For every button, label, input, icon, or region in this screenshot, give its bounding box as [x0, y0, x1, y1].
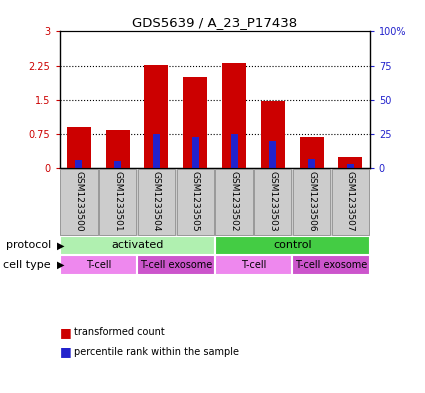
Text: GSM1233501: GSM1233501 — [113, 171, 122, 231]
Text: T-cell exosome: T-cell exosome — [140, 260, 212, 270]
Bar — [144, 65, 168, 169]
Bar — [153, 134, 160, 169]
Bar — [114, 161, 121, 169]
Bar — [300, 138, 323, 169]
FancyBboxPatch shape — [292, 255, 370, 275]
Text: transformed count: transformed count — [74, 327, 165, 337]
FancyBboxPatch shape — [293, 169, 330, 235]
Text: GSM1233502: GSM1233502 — [230, 171, 238, 231]
Text: T-cell: T-cell — [85, 260, 111, 270]
FancyBboxPatch shape — [138, 169, 175, 235]
Text: cell type: cell type — [3, 260, 51, 270]
Bar — [67, 127, 91, 169]
Text: ■: ■ — [60, 325, 71, 339]
Bar — [308, 159, 315, 169]
FancyBboxPatch shape — [215, 169, 252, 235]
FancyBboxPatch shape — [60, 169, 97, 235]
FancyBboxPatch shape — [215, 235, 370, 255]
Bar — [222, 62, 246, 169]
Text: GSM1233507: GSM1233507 — [346, 171, 355, 231]
FancyBboxPatch shape — [332, 169, 369, 235]
Text: activated: activated — [111, 241, 163, 250]
Bar — [75, 160, 82, 169]
FancyBboxPatch shape — [60, 235, 215, 255]
FancyBboxPatch shape — [254, 169, 292, 235]
Text: GSM1233506: GSM1233506 — [307, 171, 316, 231]
Text: GSM1233500: GSM1233500 — [74, 171, 83, 231]
Bar — [230, 134, 238, 169]
Text: GSM1233503: GSM1233503 — [268, 171, 277, 231]
Text: percentile rank within the sample: percentile rank within the sample — [74, 347, 239, 357]
Bar — [269, 141, 276, 169]
Bar — [192, 136, 199, 169]
Text: T-cell: T-cell — [241, 260, 266, 270]
FancyBboxPatch shape — [60, 255, 137, 275]
Text: GSM1233505: GSM1233505 — [191, 171, 200, 231]
Text: ▶: ▶ — [57, 241, 65, 250]
Bar — [338, 157, 363, 169]
Text: control: control — [273, 241, 312, 250]
Bar — [106, 130, 130, 169]
FancyBboxPatch shape — [177, 169, 214, 235]
Bar — [347, 164, 354, 169]
Text: ▶: ▶ — [57, 260, 65, 270]
Text: protocol: protocol — [6, 241, 51, 250]
Title: GDS5639 / A_23_P17438: GDS5639 / A_23_P17438 — [132, 16, 297, 29]
FancyBboxPatch shape — [137, 255, 215, 275]
FancyBboxPatch shape — [215, 255, 292, 275]
Bar — [183, 77, 207, 169]
FancyBboxPatch shape — [99, 169, 136, 235]
Text: ■: ■ — [60, 345, 71, 358]
Text: T-cell exosome: T-cell exosome — [295, 260, 367, 270]
Text: GSM1233504: GSM1233504 — [152, 171, 161, 231]
Bar — [261, 101, 285, 169]
